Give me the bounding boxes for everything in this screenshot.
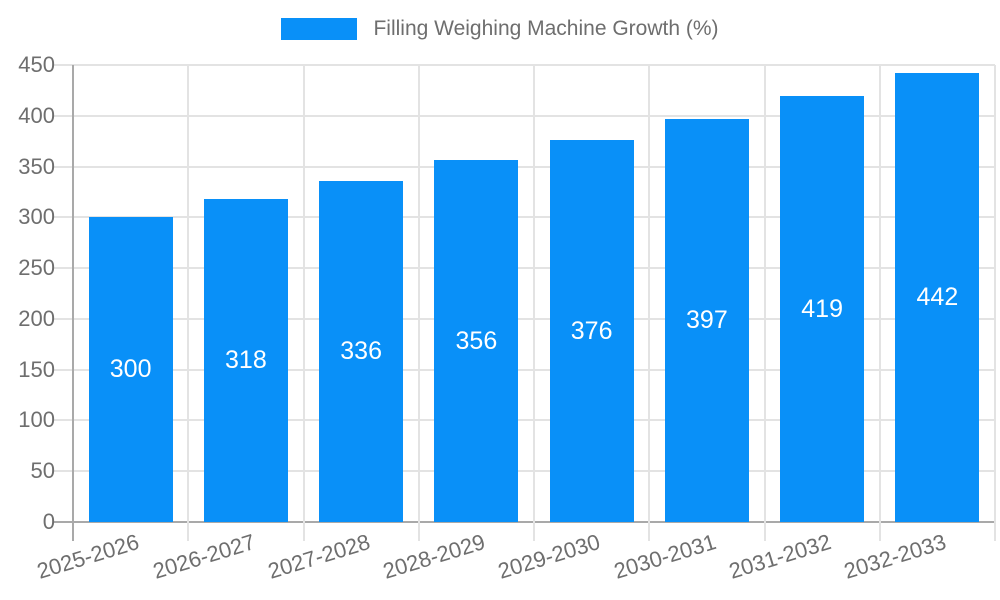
legend-swatch <box>281 18 358 40</box>
y-tick-label: 0 <box>42 509 55 534</box>
x-gridline <box>417 65 420 541</box>
y-gridline <box>54 368 995 371</box>
bar: 318 <box>203 199 288 522</box>
x-tick-label: 2027-2028 <box>264 529 373 584</box>
y-gridline <box>54 419 995 422</box>
bar-value-label: 356 <box>455 326 498 355</box>
x-tick-label: 2031-2032 <box>725 529 834 584</box>
y-axis-line <box>72 65 74 541</box>
bar-value-label: 397 <box>686 305 728 334</box>
x-axis-line <box>54 521 995 523</box>
y-tick-label: 50 <box>30 458 55 484</box>
y-gridline <box>54 114 995 117</box>
x-gridline <box>187 65 190 541</box>
x-tick-label: 2032-2033 <box>841 529 950 584</box>
y-gridline <box>54 317 995 320</box>
y-gridline <box>54 267 995 270</box>
y-gridline <box>54 64 995 66</box>
x-gridline <box>302 65 305 541</box>
bar: 419 <box>780 96 865 522</box>
x-tick-label: 2030-2031 <box>610 529 719 584</box>
bar: 397 <box>664 118 749 522</box>
bar: 336 <box>319 180 404 522</box>
y-tick-label: 150 <box>18 356 55 382</box>
y-tick-label: 400 <box>18 102 55 128</box>
y-tick-label: 100 <box>18 407 55 433</box>
bar-value-label: 376 <box>570 316 613 345</box>
y-tick-label: 350 <box>18 153 55 179</box>
bar: 356 <box>434 160 519 522</box>
x-tick-label: 2026-2027 <box>149 529 258 584</box>
x-gridline <box>533 65 535 541</box>
y-tick-label: 200 <box>18 305 55 331</box>
bar: 442 <box>895 73 980 522</box>
x-tick-label: 2028-2029 <box>380 529 489 584</box>
bar-value-label: 336 <box>340 336 382 365</box>
x-gridline <box>763 65 766 541</box>
y-tick-label: 450 <box>18 52 55 77</box>
bar-value-label: 318 <box>225 346 267 375</box>
y-tick-label: 300 <box>18 204 55 230</box>
bar: 376 <box>549 140 634 522</box>
y-tick-label: 250 <box>18 255 55 281</box>
x-gridline <box>878 65 881 541</box>
y-gridline <box>54 216 995 219</box>
bar-value-label: 419 <box>801 294 843 323</box>
bar-value-label: 442 <box>916 283 959 312</box>
x-gridline <box>994 65 996 541</box>
legend[interactable]: Filling Weighing Machine Growth (%) <box>0 17 1000 41</box>
y-gridline <box>54 470 995 473</box>
legend-label: Filling Weighing Machine Growth (%) <box>373 17 719 40</box>
x-tick-label: 2029-2030 <box>495 529 604 584</box>
y-gridline <box>54 165 995 168</box>
bar: 300 <box>88 217 173 522</box>
x-tick-label: 2025-2026 <box>34 529 143 584</box>
x-gridline <box>648 65 651 541</box>
bar-value-label: 300 <box>109 355 152 384</box>
